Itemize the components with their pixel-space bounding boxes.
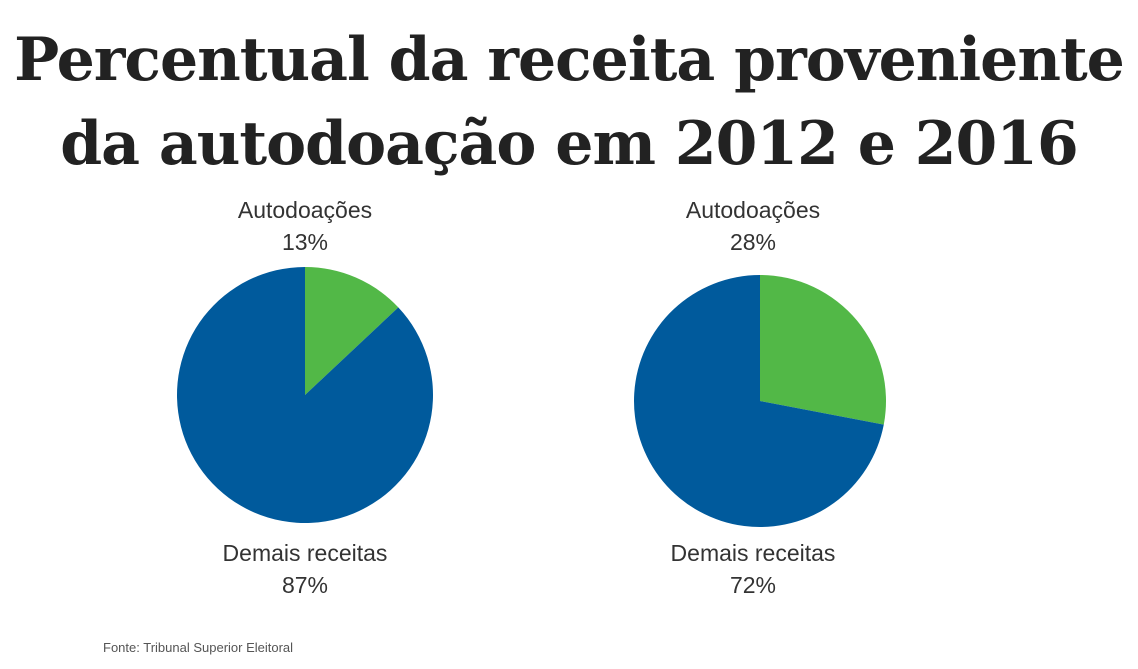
- pie-chart-2016: Autodoações 28% Demais receitas 72%: [634, 197, 887, 598]
- title-line-2: da autodoação em 2012 e 2016: [60, 109, 1079, 179]
- slice-demais-receitas-2012: [177, 267, 434, 523]
- source-note: Fonte: Tribunal Superior Eleitoral: [103, 640, 294, 655]
- title-line-1: Percentual da receita proveniente: [14, 25, 1125, 95]
- value-demais-receitas-2016: 72%: [730, 572, 776, 598]
- slice-autodoacoes-2016: [760, 275, 887, 425]
- value-autodoacoes-2012: 13%: [282, 229, 328, 255]
- label-demais-receitas-2012: Demais receitas: [223, 540, 388, 566]
- label-autodoacoes-2012: Autodoações: [238, 197, 372, 223]
- value-autodoacoes-2016: 28%: [730, 229, 776, 255]
- slice-demais-receitas-2016: [634, 275, 884, 528]
- value-demais-receitas-2012: 87%: [282, 572, 328, 598]
- label-demais-receitas-2016: Demais receitas: [671, 540, 836, 566]
- page-title: Percentual da receita proveniente da aut…: [0, 18, 1138, 186]
- slice-autodoacoes-2012: [305, 267, 399, 395]
- label-autodoacoes-2016: Autodoações: [686, 197, 820, 223]
- pie-chart-2012: Autodoações 13% Demais receitas 87%: [177, 197, 434, 598]
